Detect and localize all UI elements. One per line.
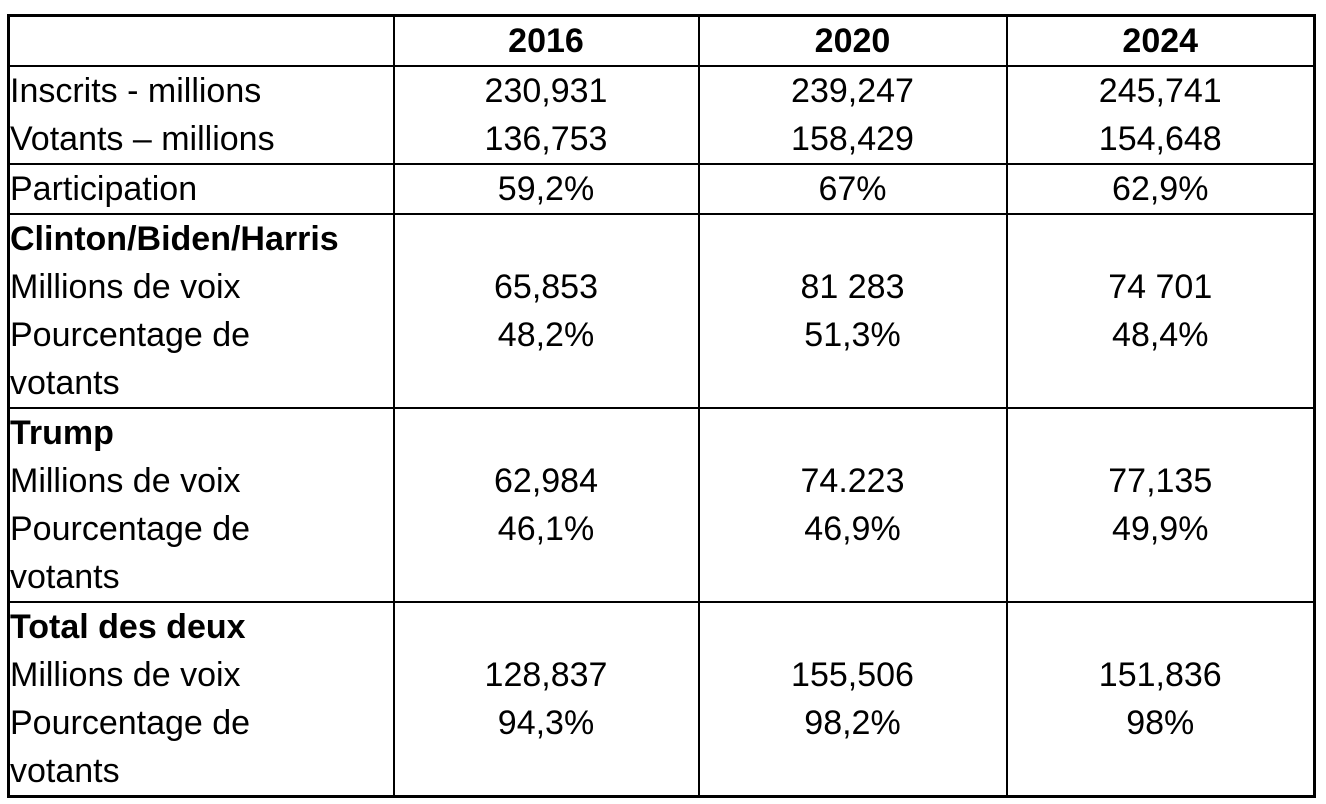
registered-label: Inscrits - millions [10, 72, 262, 110]
trump-votes-2016-value: 62,984 [494, 462, 598, 500]
trump-pct-2016-value: 46,1% [497, 510, 595, 548]
voters-2016-value: 136,753 [484, 120, 608, 158]
counts-row: Inscrits - millions Votants – millions 2… [7, 65, 1316, 165]
total-2024-cell: 151,836 98% [1005, 601, 1316, 798]
voters-label: Votants – millions [10, 120, 275, 158]
clinton-labels-cell: Clinton/Biden/Harris Millions de voix Po… [7, 213, 395, 409]
total-votes-2024-value: 151,836 [1098, 656, 1222, 694]
counts-2020-cell: 239,247 158,429 [697, 65, 1008, 165]
total-labels-cell: Total des deux Millions de voix Pourcent… [7, 601, 395, 798]
clinton-votes-2024-value: 74 701 [1108, 268, 1213, 306]
registered-2024-value: 245,741 [1098, 72, 1222, 110]
total-row: Total des deux Millions de voix Pourcent… [7, 601, 1316, 798]
trump-votes-2024-value: 77,135 [1108, 462, 1213, 500]
clinton-2016-cell: 65,853 48,2% [392, 213, 700, 409]
total-2016-cell: 128,837 94,3% [392, 601, 700, 798]
trump-labels-cell: Trump Millions de voix Pourcentage de vo… [7, 407, 395, 603]
year-2024-label: 2024 [1122, 22, 1199, 60]
clinton-votes-2020-value: 81 283 [800, 268, 905, 306]
header-cell-2024: 2024 [1005, 14, 1316, 67]
clinton-votes-label: Millions de voix [10, 268, 241, 306]
participation-2020-cell: 67% [697, 163, 1008, 215]
clinton-pct-2024-value: 48,4% [1112, 316, 1209, 354]
total-votes-label: Millions de voix [10, 656, 241, 694]
trump-2024-cell: 77,135 49,9% [1005, 407, 1316, 603]
clinton-2024-cell: 74 701 48,4% [1005, 213, 1316, 409]
counts-labels-cell: Inscrits - millions Votants – millions [7, 65, 395, 165]
trump-pct-label-line1: Pourcentage de [10, 510, 251, 548]
total-votes-2016-value: 128,837 [484, 656, 608, 694]
participation-2024-value: 62,9% [1112, 170, 1209, 208]
clinton-title: Clinton/Biden/Harris [10, 220, 339, 258]
registered-2016-value: 230,931 [484, 72, 608, 110]
participation-row: Participation 59,2% 67% 62,9% [7, 163, 1316, 215]
year-2016-label: 2016 [508, 22, 584, 60]
participation-2020-value: 67% [818, 170, 887, 208]
corner-cell-empty [7, 14, 395, 67]
voters-2024-value: 154,648 [1098, 120, 1222, 158]
clinton-2020-cell: 81 283 51,3% [697, 213, 1008, 409]
total-title: Total des deux [10, 608, 246, 646]
trump-2016-cell: 62,984 46,1% [392, 407, 700, 603]
header-cell-2020: 2020 [697, 14, 1008, 67]
participation-2016-value: 59,2% [497, 170, 595, 208]
header-cell-2016: 2016 [392, 14, 700, 67]
trump-2020-cell: 74.223 46,9% [697, 407, 1008, 603]
trump-votes-label: Millions de voix [10, 462, 241, 500]
year-2020-label: 2020 [814, 22, 891, 60]
clinton-pct-2020-value: 51,3% [804, 316, 901, 354]
clinton-pct-label-line1: Pourcentage de [10, 316, 251, 354]
election-results-table: 2016 2020 2024 Inscrits - millions Votan… [7, 14, 1316, 798]
trump-title: Trump [10, 414, 114, 452]
trump-pct-2020-value: 46,9% [804, 510, 901, 548]
trump-pct-label-line2: votants [10, 558, 120, 596]
clinton-biden-harris-row: Clinton/Biden/Harris Millions de voix Po… [7, 213, 1316, 409]
trump-votes-2020-value: 74.223 [800, 462, 905, 500]
clinton-pct-label-line2: votants [10, 364, 120, 402]
clinton-pct-2016-value: 48,2% [497, 316, 595, 354]
total-pct-label-line1: Pourcentage de [10, 704, 251, 742]
participation-2016-cell: 59,2% [392, 163, 700, 215]
total-pct-2016-value: 94,3% [497, 704, 595, 742]
total-pct-2024-value: 98% [1126, 704, 1195, 742]
counts-2016-cell: 230,931 136,753 [392, 65, 700, 165]
total-votes-2020-value: 155,506 [791, 656, 914, 694]
registered-2020-value: 239,247 [791, 72, 914, 110]
trump-pct-2024-value: 49,9% [1112, 510, 1209, 548]
trump-row: Trump Millions de voix Pourcentage de vo… [7, 407, 1316, 603]
total-2020-cell: 155,506 98,2% [697, 601, 1008, 798]
clinton-votes-2016-value: 65,853 [494, 268, 598, 306]
header-row: 2016 2020 2024 [7, 14, 1316, 67]
total-pct-label-line2: votants [10, 752, 120, 790]
counts-2024-cell: 245,741 154,648 [1005, 65, 1316, 165]
participation-label: Participation [10, 170, 198, 208]
participation-2024-cell: 62,9% [1005, 163, 1316, 215]
participation-label-cell: Participation [7, 163, 395, 215]
total-pct-2020-value: 98,2% [804, 704, 901, 742]
voters-2020-value: 158,429 [791, 120, 914, 158]
